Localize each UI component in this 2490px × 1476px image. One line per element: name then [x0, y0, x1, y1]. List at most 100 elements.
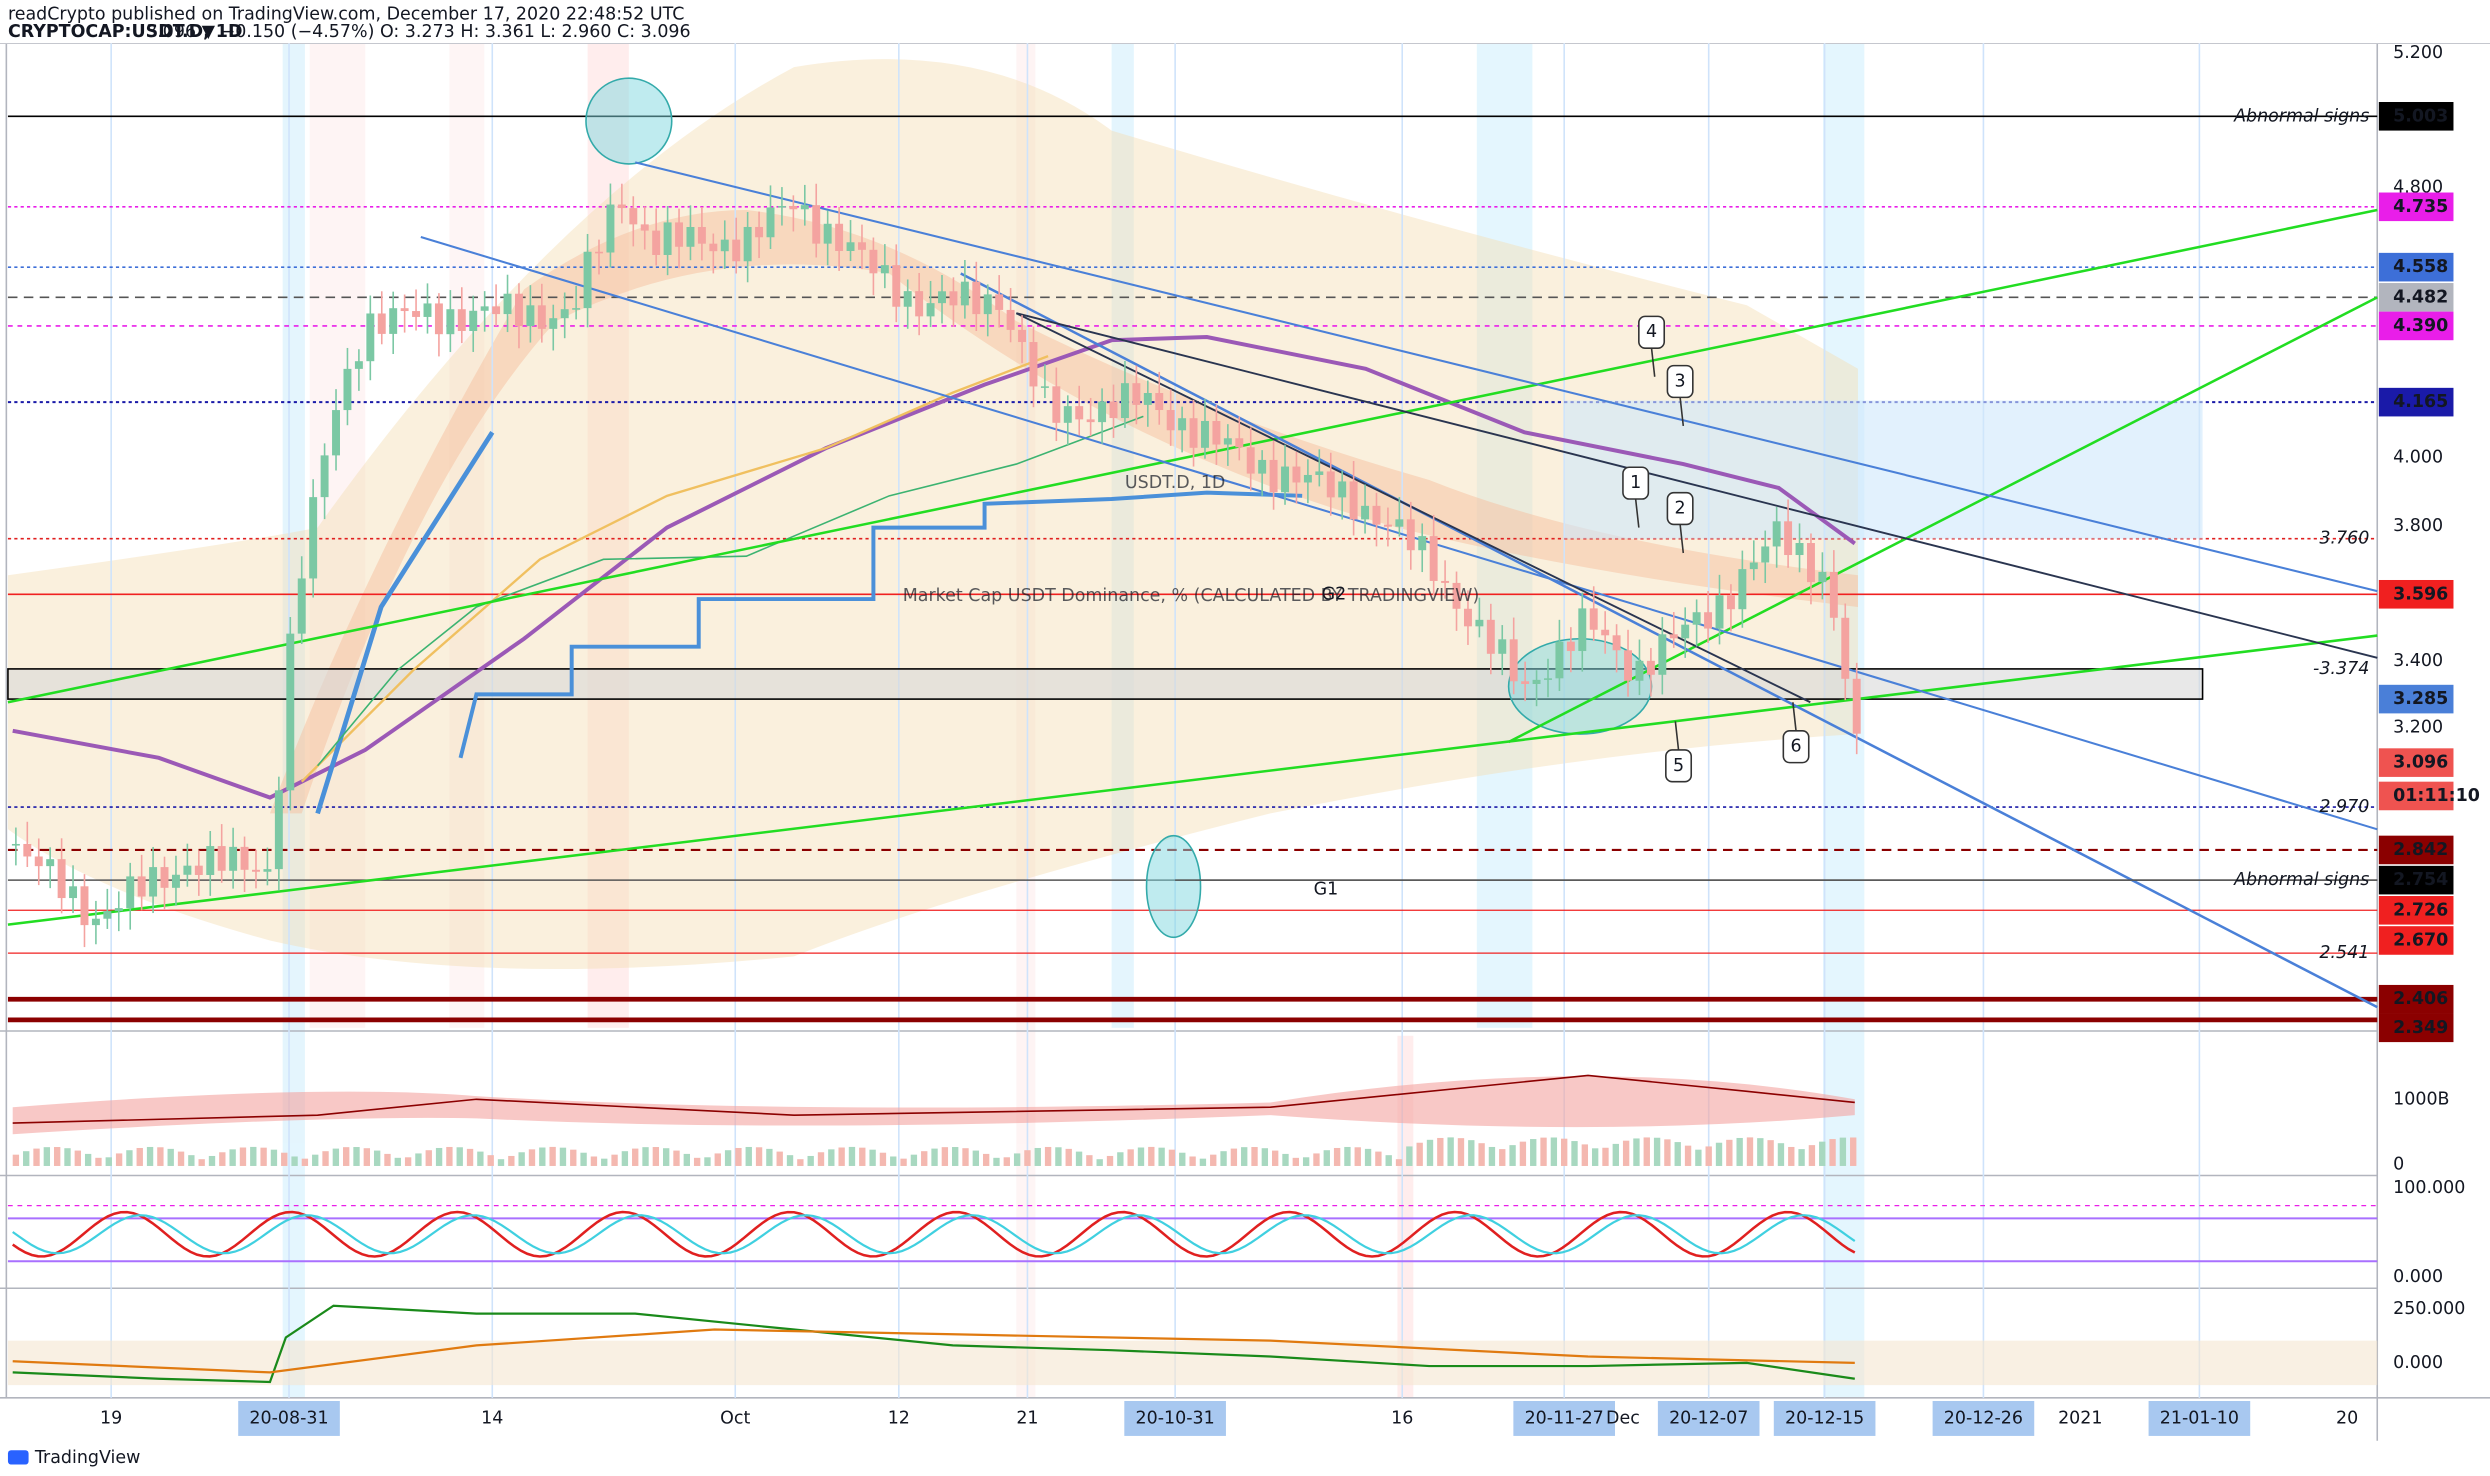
volume-bar [632, 1148, 639, 1166]
volume-bar [1457, 1138, 1465, 1166]
line [1792, 702, 1797, 731]
indicator-line [12, 1214, 1856, 1255]
price-badge-label: 2.842 [2393, 840, 2448, 860]
volume-bar [1241, 1147, 1248, 1166]
indicator-tick-label: 250.000 [2393, 1299, 2465, 1319]
volume-bar [1591, 1148, 1599, 1166]
volume-bar [353, 1147, 360, 1166]
time-tick-label: 16 [1391, 1408, 1413, 1428]
volume-bar [1468, 1140, 1475, 1166]
volume-bar [477, 1151, 484, 1166]
candle [446, 309, 455, 335]
volume-bar [1653, 1137, 1661, 1166]
volume-bar [704, 1157, 711, 1166]
price-badge [2378, 684, 2454, 714]
candle [858, 242, 866, 250]
volume-bar [177, 1151, 185, 1166]
candle [892, 265, 901, 307]
volume-bar [363, 1148, 371, 1166]
volume-bar [828, 1149, 835, 1166]
volume-bar [322, 1151, 329, 1166]
line [7, 634, 2378, 926]
indicator-tick-label: 0 [2393, 1154, 2404, 1174]
volume-bar [508, 1155, 515, 1166]
time-tick-label: Oct [720, 1408, 750, 1428]
candle [297, 578, 306, 634]
price-badge [2378, 283, 2454, 312]
volume-bar [1044, 1146, 1052, 1166]
time-tick-label: 19 [100, 1408, 122, 1428]
candle [549, 318, 558, 329]
candle [332, 410, 340, 456]
volume-bar [972, 1150, 980, 1166]
volume-bar [993, 1157, 1000, 1166]
candle [103, 911, 112, 919]
volume-bar [332, 1148, 340, 1166]
price-badge [2378, 865, 2454, 895]
line [1679, 524, 1685, 554]
candle [846, 242, 855, 251]
indicator-line [316, 415, 1144, 767]
candle [514, 293, 523, 327]
header-published: readCrypto published on TradingView.com,… [8, 5, 685, 25]
candle [1749, 562, 1758, 570]
volume-bar [1292, 1157, 1299, 1166]
time-tick-label: Dec [1606, 1408, 1640, 1428]
header-quote: 3.096 ▼ −0.150 (−4.57%) O: 3.273 H: 3.36… [146, 22, 691, 42]
candle [1212, 420, 1221, 445]
indicator-tick-label: 1000B [2393, 1089, 2449, 1109]
indicator-line [12, 1074, 1855, 1124]
group-label: G1 [1314, 880, 1339, 900]
volume-bar [1705, 1146, 1712, 1166]
volume-bar [1829, 1139, 1836, 1166]
volume-bar [652, 1147, 660, 1166]
candle [240, 846, 249, 870]
candle [960, 281, 969, 306]
candle [11, 843, 20, 846]
volume-bar [910, 1154, 918, 1166]
volume-bar [301, 1158, 309, 1166]
volume-bar [1571, 1141, 1578, 1166]
candle [777, 205, 786, 208]
volume-bar [415, 1153, 422, 1166]
candle [1612, 635, 1621, 651]
volume-bar [921, 1151, 928, 1166]
candle [1829, 571, 1838, 618]
candle [1132, 383, 1141, 405]
line [1016, 312, 2378, 659]
price-badge-label: 3.285 [2393, 689, 2448, 709]
candle [263, 869, 272, 872]
volume-bar [559, 1147, 567, 1166]
candle [171, 874, 180, 888]
candle [1704, 612, 1713, 629]
volume-bar [549, 1146, 556, 1166]
volume-bar [1127, 1149, 1134, 1166]
date-badge [1932, 1400, 2035, 1436]
candle [183, 865, 192, 875]
candle [526, 305, 535, 327]
volume-bar [838, 1147, 845, 1166]
candle [1635, 660, 1644, 681]
volume-bar [1437, 1137, 1444, 1166]
candle [1235, 438, 1244, 448]
footer-logo [7, 1450, 29, 1465]
volume-bar [528, 1149, 536, 1166]
indicator-tick-label: 100.000 [2393, 1178, 2465, 1198]
candle [1566, 641, 1575, 652]
candle [1223, 438, 1232, 445]
volume-bar [1385, 1155, 1392, 1166]
volume-bar [1282, 1153, 1289, 1166]
group-label: G2 [1322, 584, 1347, 604]
candle [800, 205, 809, 210]
candle [1063, 406, 1072, 423]
header-symbol: CRYPTOCAP:USDT.D, 1D [8, 22, 243, 42]
line [1674, 721, 1680, 750]
volume-bar [167, 1148, 174, 1166]
volume-bar [590, 1156, 598, 1166]
volume-bar [1416, 1142, 1423, 1166]
volume-bar [1210, 1154, 1217, 1166]
candle [1143, 393, 1152, 405]
volume-bar [1499, 1149, 1506, 1166]
candle [1338, 481, 1347, 498]
candle [137, 876, 146, 897]
